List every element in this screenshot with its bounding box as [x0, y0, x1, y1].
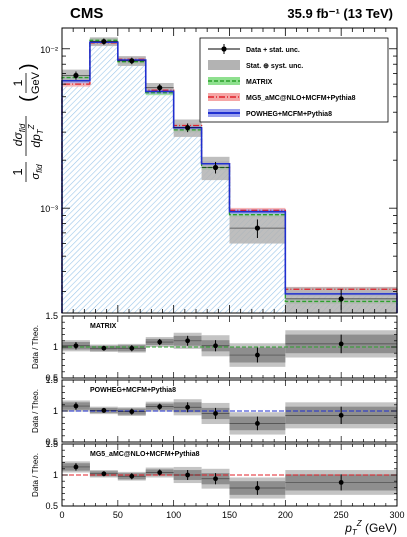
ratio-mg5-point-6 [213, 476, 218, 482]
svg-text:GeV: GeV [30, 71, 42, 94]
main-y-tick-label-1: 10⁻² [40, 45, 58, 55]
ratio-powheg-ylabel: Data / Theo. [31, 389, 40, 433]
ratio-mg5-label: MG5_aMC@NLO+MCFM+Pythia8 [90, 451, 200, 458]
ratio-powheg-ytick-label-1: 0.5 [45, 437, 58, 447]
ratio-mg5-ytick-label-3: 1.5 [45, 439, 58, 449]
ratio-matrix-label: MATRIX [90, 323, 117, 330]
x-axis-label: pTZ (GeV) [344, 519, 397, 537]
x-tick-label-3: 100 [166, 510, 181, 520]
theory-line-3 [61, 41, 398, 313]
data-point-7 [254, 225, 261, 231]
ratio-mg5-point-3 [129, 473, 135, 479]
svg-text:1: 1 [11, 79, 25, 86]
data-point-3 [129, 58, 135, 64]
ratio-matrix-point-4 [157, 339, 163, 345]
main-y-tick-label-2: 10⁻³ [40, 204, 58, 214]
ratio-matrix-point-1 [73, 343, 79, 349]
legend-label-4: MG5_aMC@NLO+MCFM+Pythia8 [246, 95, 356, 102]
data-point-4 [157, 85, 163, 91]
ratio-mg5-point-1 [73, 464, 79, 470]
x-tick-label-7: 300 [389, 510, 404, 520]
ratio-powheg-point-8 [338, 412, 344, 418]
svg-text:dσfid: dσfid [11, 123, 27, 146]
legend-label-2: Stat. ⊕ syst. unc. [246, 63, 303, 70]
ratio-matrix-ytick-label-1: 0.5 [45, 373, 58, 383]
legend-label-5: POWHEG+MCFM+Pythia8 [246, 111, 332, 118]
ratio-powheg-point-2 [101, 407, 107, 413]
ratio-powheg-ytick-label-3: 1.5 [45, 375, 58, 385]
ratio-matrix-point-3 [129, 345, 135, 351]
main-panel: 10⁻² 10⁻³ Data + stat. unc. Stat. ⊕ syst. u… [40, 27, 398, 314]
ratio-mg5-point-7 [255, 485, 260, 491]
svg-text:): ) [17, 63, 39, 70]
luminosity-label: 35.9 fb⁻¹ (13 TeV) [287, 6, 393, 21]
ratio-matrix-point-7 [255, 352, 260, 358]
ratio-matrix-point-8 [338, 341, 344, 347]
ratio-mg5-ylabel: Data / Theo. [31, 453, 40, 497]
svg-text:dpTZ: dpTZ [27, 123, 45, 147]
svg-text:1: 1 [10, 168, 25, 175]
ratio-matrix-point-5 [185, 338, 191, 344]
ratio-matrix-ytick-label-2: 1 [53, 342, 58, 352]
ratio-powheg-point-3 [129, 409, 135, 415]
ratio-mg5-point-8 [338, 480, 344, 485]
ratio-powheg: 0.5 1 1.5 POWHEG+MCFM+Pythia8 Data / Theo. [31, 375, 398, 447]
legend: Data + stat. unc. Stat. ⊕ syst. unc. MATRI… [199, 37, 389, 123]
legend-label-1: Data + stat. unc. [246, 47, 300, 54]
legend-label-3: MATRIX [246, 79, 273, 86]
svg-text:σfid: σfid [30, 164, 44, 180]
ratio-mg5-point-5 [185, 472, 191, 478]
ratio-matrix-point-6 [213, 343, 218, 349]
ratio-powheg-ytick-label-2: 1 [53, 406, 58, 416]
experiment-label: CMS [70, 5, 103, 22]
ratio-powheg-point-6 [213, 411, 218, 416]
ratio-mg5-ytick-label-1: 0.5 [45, 501, 58, 511]
data-point-8 [338, 296, 344, 302]
ratio-matrix-ytick-label-3: 1.5 [45, 311, 58, 321]
legend-symbol-syst [208, 60, 240, 70]
main-y-axis-label: 1 σfid dσfid dpTZ ( 1 GeV ) [10, 63, 45, 182]
ratio-mg5: 0.5 1 1.5 MG5_aMC@NLO+MCFM+Pythia8 Data / Th… [31, 439, 398, 511]
ratio-panels: 0.5 1 1.5 MATRIX Data / Theo. 0.5 1 1.5 POWHEG+M… [31, 311, 398, 511]
ratio-matrix-ylabel: Data / Theo. [31, 325, 40, 369]
ratio-powheg-point-4 [157, 404, 163, 410]
ratio-matrix-point-2 [101, 345, 107, 351]
x-tick-label-1: 0 [59, 510, 64, 520]
ratio-mg5-point-2 [101, 471, 107, 477]
ratio-powheg-point-5 [185, 404, 191, 410]
ratio-powheg-point-7 [255, 421, 260, 426]
data-point-1 [73, 72, 79, 79]
ratio-powheg-label: POWHEG+MCFM+Pythia8 [90, 387, 176, 394]
data-point-2 [101, 38, 107, 45]
x-tick-label-4: 150 [222, 510, 237, 520]
data-point-6 [212, 164, 219, 171]
x-tick-label-6: 250 [334, 510, 349, 520]
svg-text:(: ( [17, 95, 39, 102]
x-tick-label-2: 50 [113, 510, 123, 520]
ratio-matrix: 0.5 1 1.5 MATRIX Data / Theo. [31, 311, 398, 383]
legend-symbol-data-marker [221, 46, 227, 52]
ratio-powheg-point-1 [73, 403, 79, 409]
data-point-5 [185, 125, 191, 131]
ratio-mg5-ytick-label-2: 1 [53, 470, 58, 480]
ratio-mg5-point-4 [157, 470, 163, 475]
x-tick-label-5: 200 [278, 510, 293, 520]
